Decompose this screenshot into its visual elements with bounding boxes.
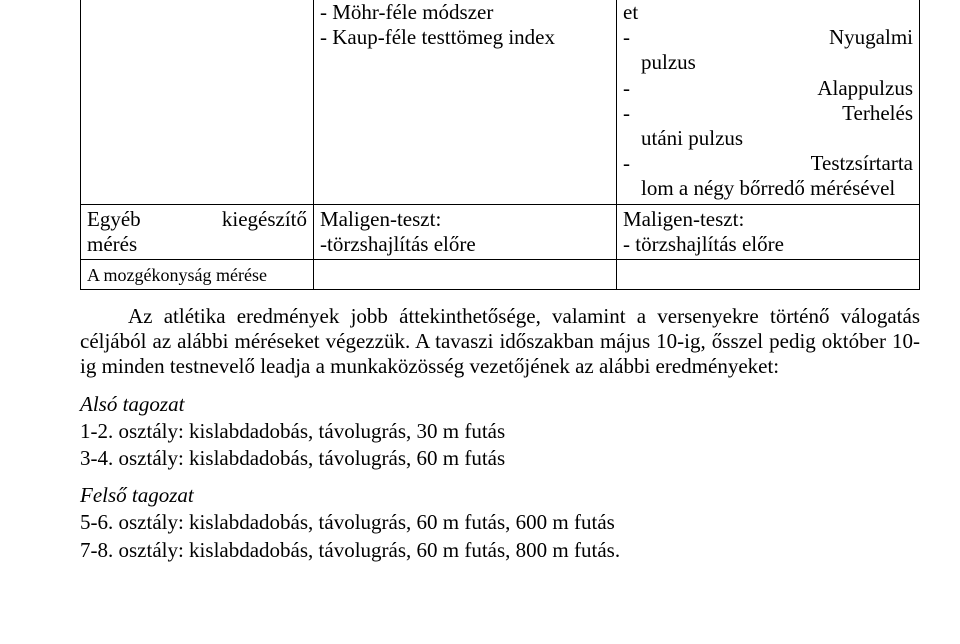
- label-egyeb: Egyéb: [87, 207, 141, 232]
- cell-mozgekonysag: A mozgékonyság mérése: [81, 259, 314, 289]
- felso-line: 7-8. osztály: kislabdadobás, távolugrás,…: [80, 538, 920, 563]
- maligen-detail: - törzshajlítás előre: [623, 232, 913, 257]
- also-tagozat-title: Alsó tagozat: [80, 392, 920, 417]
- cell-maligen-b: Maligen-teszt: - törzshajlítás előre: [617, 204, 920, 259]
- also-line: 1-2. osztály: kislabdadobás, távolugrás,…: [80, 419, 920, 444]
- also-line: 3-4. osztály: kislabdadobás, távolugrás,…: [80, 446, 920, 471]
- maligen-title: Maligen-teszt:: [623, 207, 913, 232]
- method-item: - Möhr-féle módszer: [320, 0, 610, 25]
- felso-line: 5-6. osztály: kislabdadobás, távolugrás,…: [80, 510, 920, 535]
- et-label: et: [623, 0, 913, 25]
- label-meres: mérés: [87, 232, 307, 257]
- measurements-table: - Möhr-féle módszer - Kaup-féle testtöme…: [80, 0, 920, 290]
- maligen-title: Maligen-teszt:: [320, 207, 610, 232]
- cell-empty: [314, 259, 617, 289]
- cell-methods: - Möhr-féle módszer - Kaup-féle testtöme…: [314, 0, 617, 204]
- intro-paragraph: Az atlétika eredmények jobb áttekinthető…: [80, 304, 920, 380]
- method-item: - Kaup-féle testtömeg index: [320, 25, 610, 50]
- maligen-detail: -törzshajlítás előre: [320, 232, 610, 257]
- cell-maligen-a: Maligen-teszt: -törzshajlítás előre: [314, 204, 617, 259]
- cell-empty: [81, 0, 314, 204]
- cell-egyeb: Egyéb kiegészítő mérés: [81, 204, 314, 259]
- table-row: Egyéb kiegészítő mérés Maligen-teszt: -t…: [81, 204, 920, 259]
- cell-pulzus: et -Nyugalmi pulzus -Alappulzus -Terhelé…: [617, 0, 920, 204]
- table-row: - Möhr-féle módszer - Kaup-féle testtöme…: [81, 0, 920, 204]
- cell-empty: [617, 259, 920, 289]
- felso-tagozat-title: Felső tagozat: [80, 483, 920, 508]
- label-kiegeszito: kiegészítő: [222, 207, 307, 232]
- document-page: - Möhr-féle módszer - Kaup-féle testtöme…: [0, 0, 960, 642]
- pulzus-lines: -Nyugalmi pulzus -Alappulzus -Terhelés u…: [623, 25, 913, 201]
- table-row: A mozgékonyság mérése: [81, 259, 920, 289]
- mozgekonysag-label: A mozgékonyság mérése: [87, 265, 267, 285]
